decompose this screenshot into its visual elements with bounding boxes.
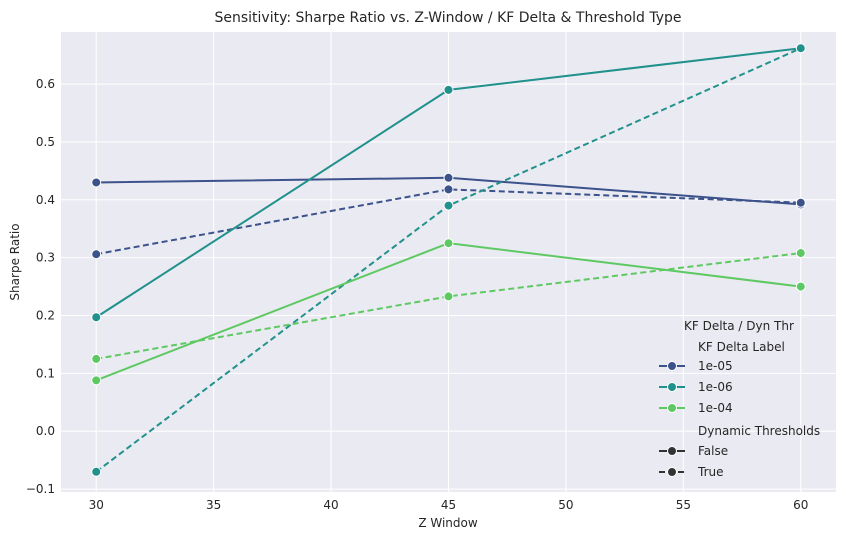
legend-hue-entries: 1e-05 1e-06 1e-04 xyxy=(659,359,733,415)
data-point xyxy=(443,184,454,195)
data-point xyxy=(91,249,102,260)
y-tick-label: 0.1 xyxy=(36,366,55,380)
series-group xyxy=(91,43,806,477)
data-point xyxy=(443,200,454,211)
x-tick-label: 60 xyxy=(793,498,808,512)
legend-hue-marker xyxy=(667,361,677,371)
x-axis-label: Z Window xyxy=(418,516,478,530)
legend-style-entries: False True xyxy=(659,444,728,479)
legend-style-label: True xyxy=(697,465,724,479)
grid xyxy=(61,32,836,492)
data-point xyxy=(91,312,102,323)
legend-hue-title: KF Delta Label xyxy=(698,340,785,354)
legend-hue-marker xyxy=(667,403,677,413)
legend-style-label: False xyxy=(698,444,728,458)
data-point xyxy=(443,172,454,183)
legend-hue-label: 1e-05 xyxy=(698,359,733,373)
x-tick-label: 30 xyxy=(89,498,104,512)
data-point xyxy=(443,291,454,302)
data-point xyxy=(443,238,454,249)
series-1e-04-dynamic-true xyxy=(91,248,806,364)
x-tick-label: 55 xyxy=(676,498,691,512)
y-tick-label: 0.3 xyxy=(36,251,55,265)
x-tick-labels: 30 35 40 45 50 55 60 xyxy=(89,498,809,512)
x-tick-label: 45 xyxy=(441,498,456,512)
data-point xyxy=(795,197,806,208)
legend-hue-label: 1e-04 xyxy=(698,401,733,415)
y-tick-label: 0.0 xyxy=(36,424,55,438)
y-tick-label: −0.1 xyxy=(26,482,55,496)
series-line xyxy=(96,252,801,360)
chart-title: Sensitivity: Sharpe Ratio vs. Z-Window /… xyxy=(214,10,681,26)
data-point xyxy=(91,177,102,188)
legend-title: KF Delta / Dyn Thr xyxy=(684,319,794,333)
data-point xyxy=(795,248,806,259)
series-line xyxy=(96,188,801,256)
legend-style-marker xyxy=(667,467,677,477)
data-point xyxy=(795,281,806,292)
y-axis-label: Sharpe Ratio xyxy=(8,223,22,300)
y-tick-label: 0.2 xyxy=(36,309,55,323)
data-point xyxy=(91,466,102,477)
legend-style-title: Dynamic Thresholds xyxy=(698,424,820,438)
x-tick-label: 35 xyxy=(206,498,221,512)
series-1e-04-dynamic-false xyxy=(91,238,806,386)
x-tick-label: 40 xyxy=(323,498,338,512)
y-tick-label: 0.5 xyxy=(36,135,55,149)
data-point xyxy=(443,84,454,95)
legend-hue-label: 1e-06 xyxy=(698,380,733,394)
series-1e-05-dynamic-true xyxy=(91,184,806,260)
legend: KF Delta / Dyn Thr KF Delta Label 1e-051… xyxy=(659,319,820,479)
y-tick-label: 0.4 xyxy=(36,193,55,207)
legend-style-marker xyxy=(667,446,677,456)
data-point xyxy=(91,375,102,386)
series-1e-06-dynamic-true xyxy=(91,43,806,477)
y-tick-label: 0.6 xyxy=(36,77,55,91)
x-tick-label: 50 xyxy=(558,498,573,512)
y-tick-labels: −0.1 0.0 0.1 0.2 0.3 0.4 0.5 0.6 xyxy=(26,77,55,496)
data-point xyxy=(91,353,102,364)
data-point xyxy=(795,43,806,54)
legend-hue-marker xyxy=(667,382,677,392)
